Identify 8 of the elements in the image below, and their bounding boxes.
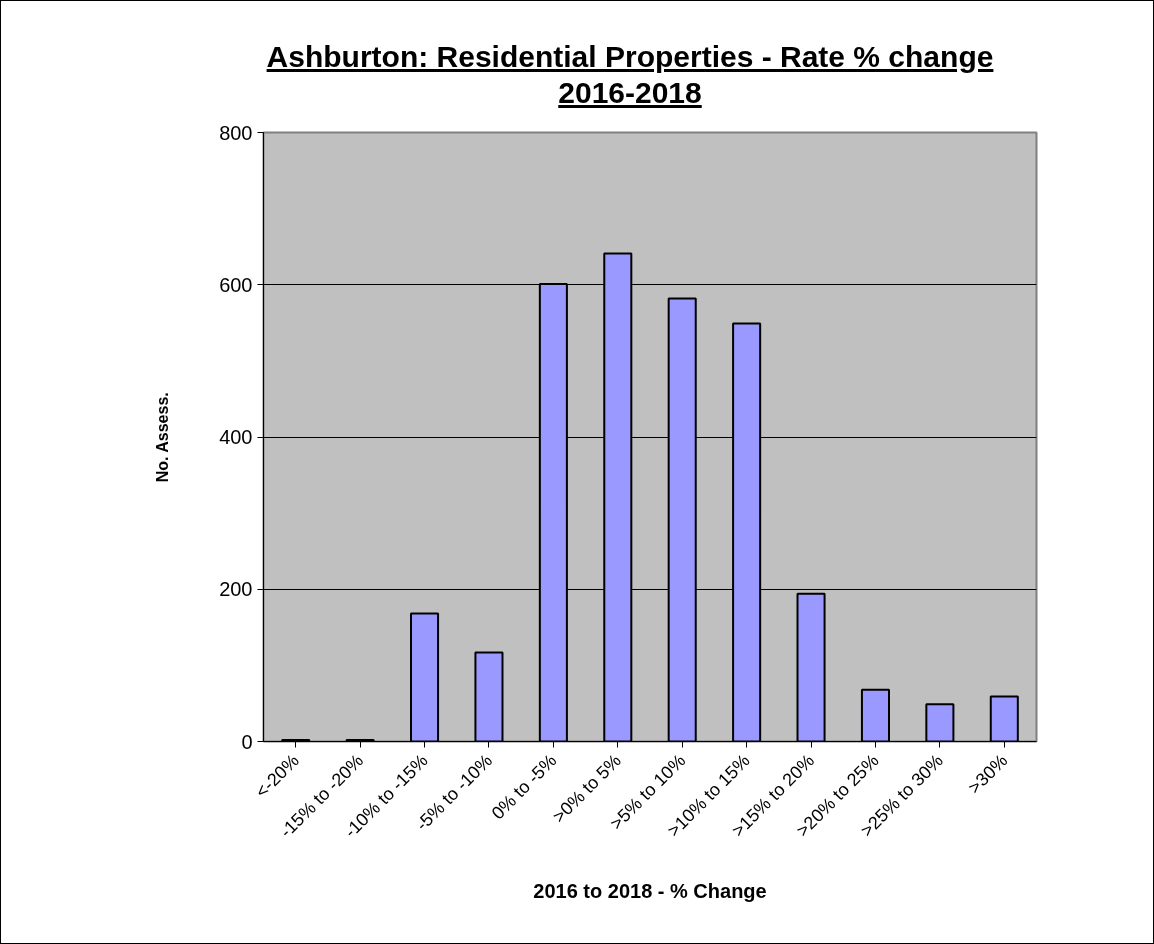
y-tick-label: 800	[219, 121, 253, 144]
y-tick-label: 600	[219, 273, 253, 296]
chart-title: Ashburton: Residential Properties - Rate % change 2016-2018	[265, 39, 995, 111]
y-tick-label: 200	[219, 578, 253, 601]
x-axis-title: 2016 to 2018 - % Change	[533, 879, 767, 902]
y-axis-title: No. Assess.	[154, 392, 172, 483]
y-tick-label: 0	[241, 730, 253, 753]
y-tick-label: 400	[219, 426, 253, 448]
